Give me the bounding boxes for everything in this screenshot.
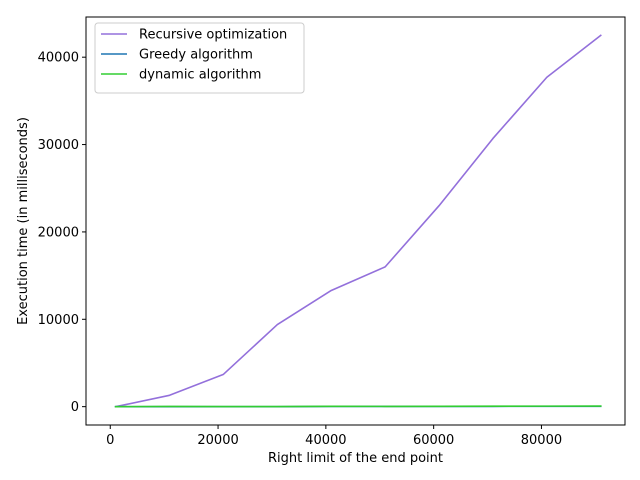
series-line-3 — [114, 405, 602, 408]
x-axis: 0 20000 40000 60000 80000 — [106, 425, 562, 448]
x-tick-label: 40000 — [305, 433, 346, 448]
y-tick-label: 0 — [71, 400, 79, 415]
x-tick-label: 80000 — [521, 433, 562, 448]
y-tick-label: 30000 — [38, 138, 79, 153]
x-tick-label: 0 — [106, 433, 114, 448]
legend-label-2: Greedy algorithm — [139, 48, 253, 63]
plot-frame — [85, 16, 626, 426]
series-line-1 — [114, 34, 602, 408]
y-axis: 0 10000 20000 30000 40000 — [38, 51, 86, 415]
y-axis-title: Execution time (in milliseconds) — [16, 117, 31, 325]
legend: Recursive optimization Greedy algorithm dy… — [94, 22, 305, 94]
x-tick-label: 20000 — [197, 433, 238, 448]
y-tick-label: 10000 — [38, 313, 79, 328]
legend-label-3: dynamic algorithm — [139, 68, 261, 83]
x-tick-label: 60000 — [413, 433, 454, 448]
legend-box — [94, 22, 305, 94]
legend-label-1: Recursive optimization — [139, 28, 287, 43]
series-layer — [114, 34, 602, 408]
y-tick-label: 40000 — [38, 51, 79, 66]
y-tick-label: 20000 — [38, 225, 79, 240]
x-axis-title: Right limit of the end point — [268, 451, 443, 466]
